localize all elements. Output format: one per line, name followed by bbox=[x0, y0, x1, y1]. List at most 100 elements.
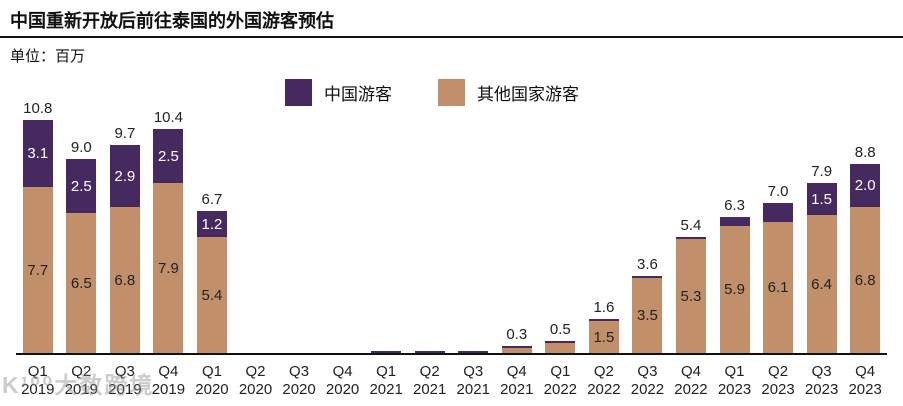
bar-stack: 10.8 3.1 7.7 bbox=[16, 100, 60, 353]
bar-column: 8.8 2.0 6.8 Q4 2023 bbox=[843, 113, 887, 399]
x-axis-tick-label: Q2 2022 bbox=[587, 363, 621, 398]
bar-column: Q1 2021 bbox=[364, 113, 408, 399]
bar-stack: 6.7 1.2 5.4 bbox=[190, 113, 234, 353]
legend-item-china: 中国游客 bbox=[285, 79, 392, 106]
bar-stack: 9.0 2.5 6.5 bbox=[60, 113, 104, 353]
bar-column: 10.4 2.5 7.9 Q4 2019 bbox=[147, 109, 191, 399]
total-value-label: 10.8 bbox=[23, 100, 53, 117]
total-value-label: 9.0 bbox=[70, 139, 92, 156]
x-axis-tick-label: Q4 2023 bbox=[848, 363, 882, 398]
bar-stack bbox=[451, 113, 495, 353]
others-bar-segment: 1.5 bbox=[588, 321, 619, 353]
bar-column: 0.3 Q4 2021 bbox=[495, 113, 539, 399]
x-axis-tick-label: Q2 2023 bbox=[761, 363, 795, 398]
bar-column: 5.4 5.3 Q4 2022 bbox=[669, 113, 713, 399]
others-legend-label: 其他国家游客 bbox=[477, 85, 579, 104]
others-bar-segment: 5.4 bbox=[196, 237, 227, 353]
total-value-label: 3.6 bbox=[637, 256, 658, 273]
bar-stack: 7.9 1.5 6.4 bbox=[800, 113, 844, 353]
bar-stack bbox=[277, 113, 321, 353]
title-divider bbox=[0, 36, 903, 38]
china-bar-segment bbox=[501, 346, 532, 348]
total-value-label: 7.0 bbox=[767, 183, 789, 200]
bar-stack: 0.3 bbox=[495, 113, 539, 353]
others-bar-segment: 6.5 bbox=[66, 213, 97, 353]
china-bar-segment bbox=[632, 276, 663, 278]
china-bar-segment bbox=[371, 351, 402, 353]
bar-column: 7.9 1.5 6.4 Q3 2023 bbox=[800, 113, 844, 399]
x-axis-tick-label: Q1 2020 bbox=[195, 363, 229, 398]
china-bar-segment bbox=[414, 351, 445, 353]
bar-stack: 0.5 bbox=[539, 113, 583, 353]
bar-column: 6.7 1.2 5.4 Q1 2020 bbox=[190, 113, 234, 399]
others-legend-swatch bbox=[438, 79, 465, 106]
others-bar-segment: 5.3 bbox=[675, 239, 706, 353]
x-axis-tick-label: Q4 2021 bbox=[500, 363, 534, 398]
bar-stack bbox=[364, 113, 408, 353]
x-axis-tick-label: Q4 2020 bbox=[325, 363, 360, 398]
china-bar-segment: 2.9 bbox=[109, 145, 140, 207]
china-bar-segment bbox=[545, 341, 576, 343]
bar-column: 0.5 Q1 2022 bbox=[539, 113, 583, 399]
china-bar-segment: 2.5 bbox=[153, 129, 184, 183]
x-axis-tick-label: Q2 2020 bbox=[238, 363, 273, 398]
bar-column: Q4 2020 bbox=[321, 113, 365, 399]
bar-stack: 9.7 2.9 6.8 bbox=[103, 113, 147, 353]
others-bar-segment bbox=[545, 343, 576, 353]
x-axis-tick-label: Q4 2019 bbox=[151, 363, 186, 398]
x-axis-tick-label: Q1 2021 bbox=[369, 363, 403, 398]
bar-column: 7.0 6.1 Q2 2023 bbox=[756, 113, 800, 399]
x-axis-tick-label: Q3 2023 bbox=[804, 363, 839, 398]
x-axis-tick-label: Q3 2020 bbox=[282, 363, 316, 398]
total-value-label: 0.3 bbox=[506, 326, 528, 343]
x-axis-tick-label: Q1 2023 bbox=[717, 363, 752, 398]
total-value-label: 1.6 bbox=[593, 299, 615, 316]
total-value-label: 5.4 bbox=[680, 217, 702, 234]
china-bar-segment: 1.2 bbox=[196, 211, 227, 237]
bar-column: Q3 2021 bbox=[451, 113, 495, 399]
china-bar-segment: 1.5 bbox=[806, 183, 837, 215]
others-bar-segment: 7.9 bbox=[153, 183, 184, 353]
china-legend-swatch bbox=[285, 79, 312, 106]
bar-stack: 10.4 2.5 7.9 bbox=[147, 109, 191, 353]
china-bar-segment bbox=[719, 217, 750, 226]
others-bar-segment bbox=[501, 348, 532, 353]
bar-column: Q2 2020 bbox=[234, 113, 278, 399]
x-axis-tick-label: Q3 2021 bbox=[456, 363, 490, 398]
bar-column: Q2 2021 bbox=[408, 113, 452, 399]
china-bar-segment: 3.1 bbox=[22, 120, 53, 187]
others-bar-segment: 6.8 bbox=[109, 207, 140, 353]
bar-column: Q3 2020 bbox=[277, 113, 321, 399]
bar-stack: 7.0 6.1 bbox=[756, 113, 800, 353]
china-bar-segment bbox=[675, 237, 706, 239]
unit-label: 单位：百万 bbox=[10, 48, 86, 65]
bar-column: 9.0 2.5 6.5 Q2 2019 bbox=[60, 113, 104, 399]
bar-stack: 3.6 3.5 bbox=[626, 113, 670, 353]
x-axis-tick-label: Q3 2019 bbox=[108, 363, 142, 398]
total-value-label: 7.9 bbox=[811, 163, 833, 180]
total-value-label: 9.7 bbox=[114, 125, 136, 142]
others-bar-segment: 6.8 bbox=[850, 207, 881, 353]
others-bar-segment: 3.5 bbox=[632, 278, 663, 353]
x-axis-line bbox=[16, 353, 887, 355]
bar-stack: 6.3 5.9 bbox=[713, 113, 757, 353]
bar-columns: 10.8 3.1 7.7 Q1 2019 9.0 2.5 6.5 Q2 2019 9.7 2.9 6.8… bbox=[16, 100, 887, 399]
china-bar-segment bbox=[588, 319, 619, 321]
x-axis-tick-label: Q3 2022 bbox=[630, 363, 665, 398]
bar-column: 9.7 2.9 6.8 Q3 2019 bbox=[103, 113, 147, 399]
bar-stack: 1.6 1.5 bbox=[582, 113, 626, 353]
total-value-label: 10.4 bbox=[153, 109, 184, 126]
total-value-label: 0.5 bbox=[549, 321, 571, 338]
bar-column: 6.3 5.9 Q1 2023 bbox=[713, 113, 757, 399]
total-value-label: 6.7 bbox=[201, 191, 223, 208]
x-axis-tick-label: Q2 2021 bbox=[413, 363, 447, 398]
china-bar-segment bbox=[458, 351, 489, 353]
china-bar-segment bbox=[763, 203, 794, 222]
legend: 中国游客 其他国家游客 bbox=[285, 79, 579, 106]
bar-stack: 5.4 5.3 bbox=[669, 113, 713, 353]
x-axis-tick-label: Q1 2022 bbox=[543, 363, 578, 398]
bar-stack: 8.8 2.0 6.8 bbox=[843, 113, 887, 353]
legend-item-others: 其他国家游客 bbox=[438, 79, 579, 106]
others-bar-segment: 6.1 bbox=[763, 222, 794, 353]
